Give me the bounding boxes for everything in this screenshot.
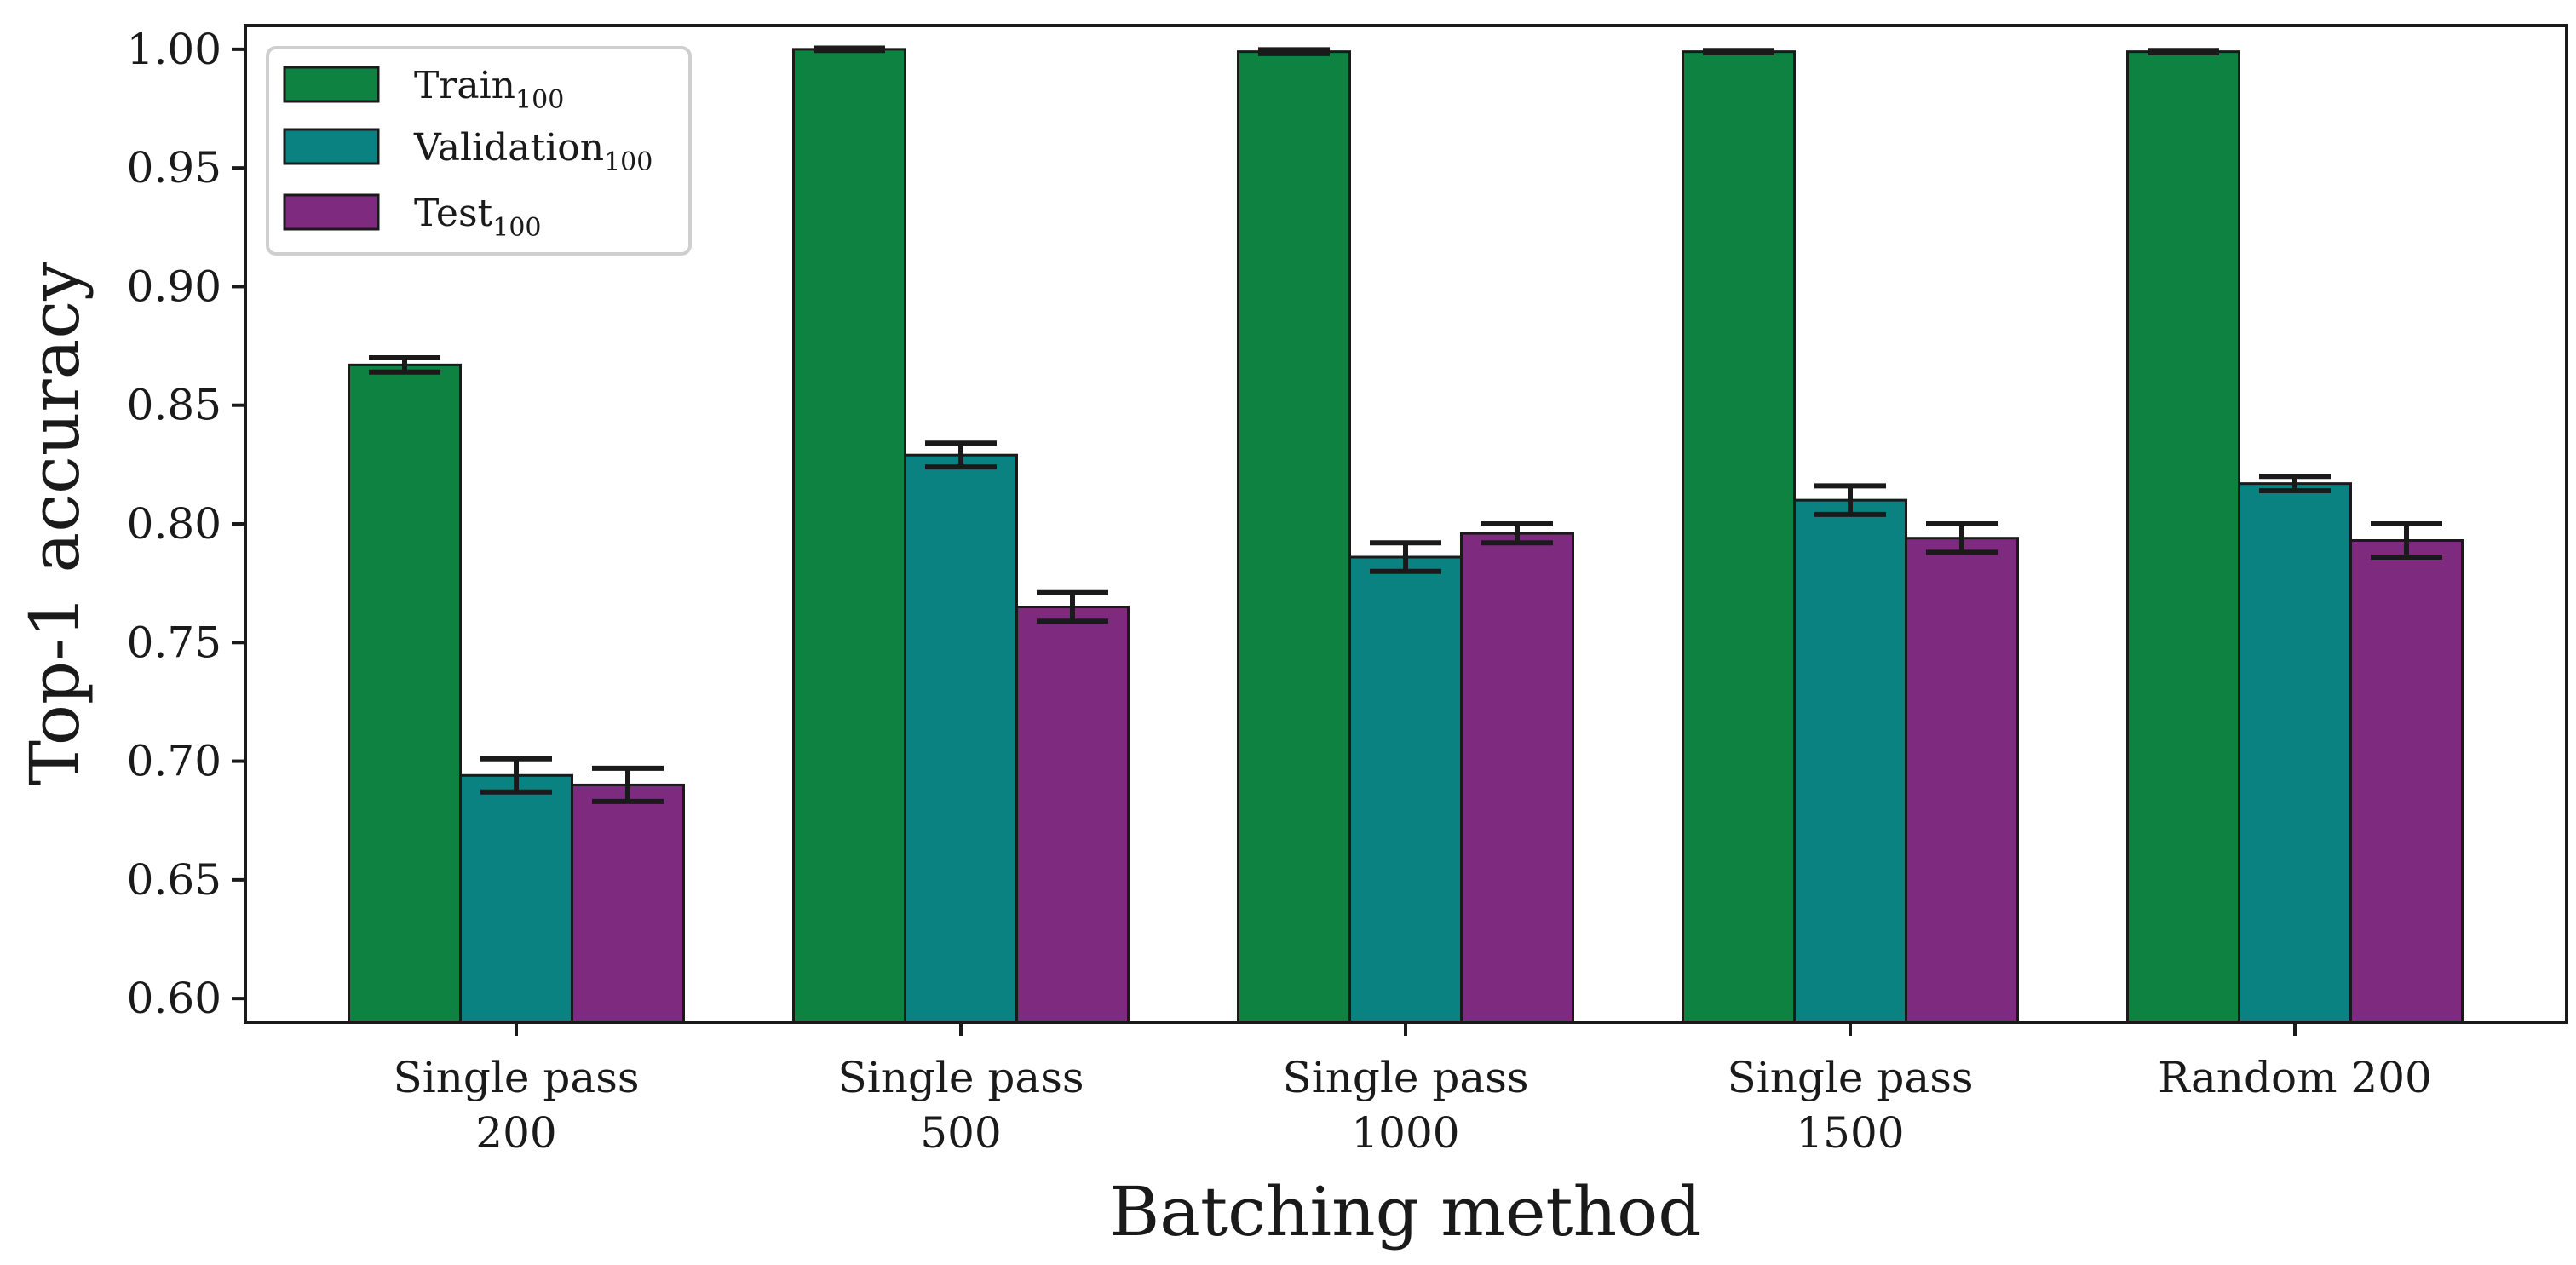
x-tick-label: Single pass [1727,1053,1973,1102]
y-tick-label: 0.60 [127,974,221,1023]
bar [904,453,1018,1024]
legend-label: Validation100 [413,126,653,177]
bar [1348,555,1463,1024]
y-tick-label: 0.80 [127,499,221,549]
bar [1237,50,1351,1024]
x-axis-title: Batching method [1110,1172,1702,1251]
legend-swatch [283,193,380,231]
bar [459,773,573,1024]
bar [1015,606,1130,1024]
bar [2126,50,2240,1024]
bar [1460,532,1574,1024]
bar [1905,537,2019,1024]
bar [348,363,462,1024]
x-tick-label: 200 [475,1108,556,1158]
legend-swatch [283,128,380,165]
bar [1682,50,1796,1024]
y-axis-title: Top-1 accuracy [15,262,95,786]
y-tick-label: 0.70 [127,737,221,786]
legend-label: Train100 [414,64,564,115]
x-tick-label: Single pass [393,1053,639,1102]
bar [2349,539,2464,1024]
y-tick-label: 0.65 [127,855,221,905]
y-tick-label: 0.90 [127,262,221,311]
x-tick-label: 1000 [1351,1108,1459,1158]
bar [571,783,685,1024]
x-tick-label: 1500 [1796,1108,1904,1158]
x-axis: Single pass 200 Single pass 500 Single pass 1… [393,1022,2432,1158]
legend: Train100 Validation100 Test100 [266,46,692,256]
x-tick-label: 500 [920,1108,1001,1158]
bar [792,48,906,1024]
y-tick-label: 1.00 [127,25,221,74]
bars-layer [348,48,2464,1024]
bar [2238,482,2352,1024]
legend-label: Test100 [414,192,542,243]
bar [1793,498,1907,1024]
error-bars-layer [369,45,2442,804]
y-tick-label: 0.75 [127,618,221,667]
y-tick-label: 0.85 [127,381,221,430]
y-axis: 0.60 0.65 0.70 0.75 0.80 0.85 0.90 0.95 1.00 [127,25,245,1023]
x-tick-label: Single pass [837,1053,1084,1102]
y-tick-label: 0.95 [127,143,221,193]
x-tick-label: Random 200 [2158,1053,2432,1102]
legend-swatch [283,66,380,103]
x-tick-label: Single pass [1282,1053,1528,1102]
